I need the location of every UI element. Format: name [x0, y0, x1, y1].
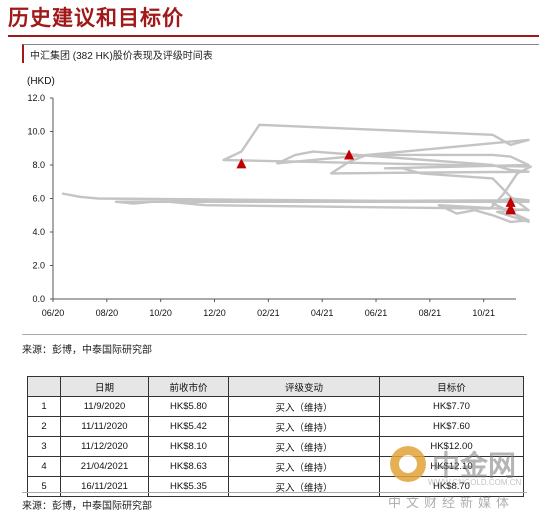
y-tick-label: 0.0 [32, 294, 45, 304]
table-row: 1 11/9/2020 HK$5.80 买入（维持） HK$7.70 [27, 396, 524, 417]
watermark: 中金网 WWW.CNGOLD.COM.CN 中文财经新媒体 [388, 440, 539, 519]
table-cell-index: 3 [27, 436, 61, 457]
table-cell-rating-change: 买入（维持） [228, 456, 380, 477]
x-tick-label: 06/20 [42, 308, 65, 318]
watermark-tagline: 中文财经新媒体 [388, 495, 515, 510]
title-divider [8, 35, 539, 37]
table-cell-date: 11/11/2020 [60, 416, 149, 437]
table-cell-rating-change: 买入（维持） [228, 396, 380, 417]
y-tick-label: 12.0 [27, 93, 45, 103]
table-cell-date: 21/04/2021 [60, 456, 149, 477]
table-header-rating-change: 评级变动 [228, 376, 380, 397]
watermark-brand: 中金网 [432, 449, 517, 482]
table-cell-date: 11/12/2020 [60, 436, 149, 457]
x-tick-label: 08/20 [96, 308, 119, 318]
table-cell-target-price: HK$7.60 [379, 416, 524, 437]
rating-marker-3 [236, 158, 247, 169]
x-tick-label: 10/21 [472, 308, 495, 318]
watermark-url: WWW.CNGOLD.COM.CN [428, 478, 522, 487]
table-row: 2 11/11/2020 HK$5.42 买入（维持） HK$7.60 [27, 416, 524, 437]
table-cell-rating-change: 买入（维持） [228, 436, 380, 457]
y-axis-label: (HKD) [27, 76, 55, 87]
rating-marker-1 [505, 196, 516, 207]
table-cell-index: 2 [27, 416, 61, 437]
table-cell-date: 16/11/2021 [60, 476, 149, 497]
table-cell-date: 11/9/2020 [60, 396, 149, 417]
chart-subtitle: 中汇集团 (382 HK)股价表现及评级时间表 [30, 51, 213, 62]
table-cell-index: 1 [27, 396, 61, 417]
table-cell-prev-close: HK$5.35 [148, 476, 229, 497]
table-row: 5 16/11/2021 HK$5.35 买入（维持） HK$8.70 [27, 476, 524, 497]
rating-history-table: 日期 前收市价 评级变动 目标价 1 11/9/2020 HK$5.80 买入（维持）… [27, 376, 524, 497]
table-cell-target-price: HK$7.70 [379, 396, 524, 417]
table-cell-prev-close: HK$5.42 [148, 416, 229, 437]
rating-marker-4 [344, 149, 355, 160]
table-cell-prev-close: HK$8.63 [148, 456, 229, 477]
x-tick-label: 02/21 [257, 308, 280, 318]
table-cell-rating-change: 买入（维持） [228, 416, 380, 437]
y-tick-label: 4.0 [32, 227, 45, 237]
table-cell-target-price: HK$8.70 [379, 476, 524, 497]
table-body: 1 11/9/2020 HK$5.80 买入（维持） HK$7.70 2 11/11/202… [27, 396, 524, 497]
price-line-series [61, 123, 532, 224]
table-bottom-rule [22, 492, 527, 493]
table-header-date: 日期 [60, 376, 149, 397]
x-tick-label: 08/21 [419, 308, 442, 318]
x-tick-label: 12/20 [203, 308, 226, 318]
chart-markers [236, 149, 516, 215]
chart-series [61, 123, 532, 224]
table-cell-prev-close: HK$5.80 [148, 396, 229, 417]
rating-marker-5 [505, 204, 516, 215]
table-cell-prev-close: HK$8.10 [148, 436, 229, 457]
chart-axes: (HKD) 0.0 2.0 4.0 6.0 8.0 10.0 12.0 06/20 08/20 10… [27, 76, 516, 318]
x-tick-label: 06/21 [365, 308, 388, 318]
table-header-index [27, 376, 61, 397]
table-cell-rating-change: 买入（维持） [228, 476, 380, 497]
stock-price-chart: (HKD) 0.0 2.0 4.0 6.0 8.0 10.0 12.0 06/20 08/20 10… [27, 76, 532, 318]
table-header-target-price: 目标价 [379, 376, 524, 397]
table-header-row: 日期 前收市价 评级变动 目标价 [27, 376, 524, 397]
table-source-note: 来源：彭博，中泰国际研究部 [22, 501, 152, 512]
watermark-logo-icon [390, 446, 426, 482]
chart-bottom-rule [22, 334, 527, 335]
page-title: 历史建议和目标价 [8, 5, 184, 30]
x-tick-label: 04/21 [311, 308, 334, 318]
y-tick-label: 2.0 [32, 261, 45, 271]
chart-header-box [22, 44, 539, 63]
y-tick-label: 6.0 [32, 194, 45, 204]
y-tick-label: 10.0 [27, 127, 45, 137]
y-tick-label: 8.0 [32, 160, 45, 170]
chart-source-note: 来源：彭博，中泰国际研究部 [22, 345, 152, 356]
x-tick-label: 10/20 [149, 308, 172, 318]
table-header-prev-close: 前收市价 [148, 376, 229, 397]
table-cell-index: 4 [27, 456, 61, 477]
table-cell-index: 5 [27, 476, 61, 497]
